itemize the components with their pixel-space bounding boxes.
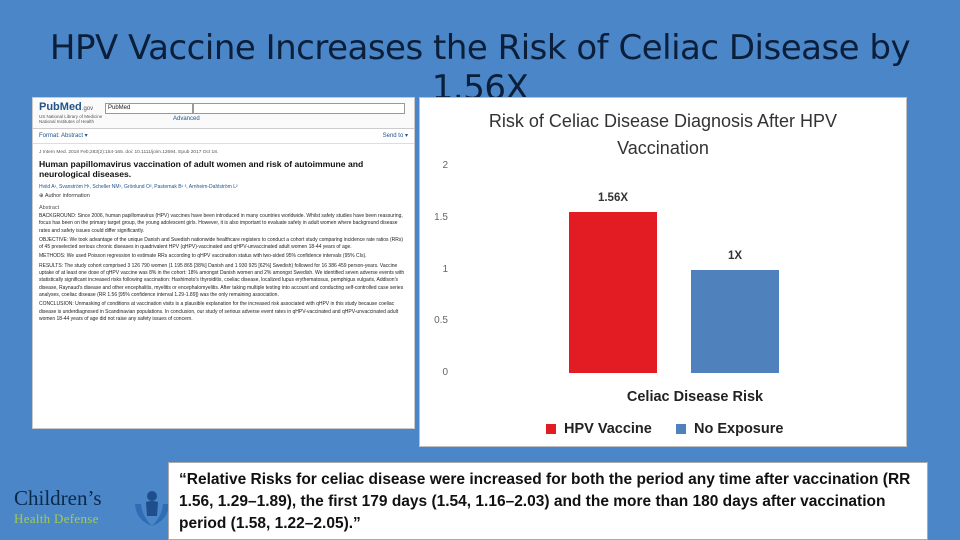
authors[interactable]: Hviid A¹, Svanström H¹, Scheller NM¹, Gr… <box>39 184 238 190</box>
search-input[interactable] <box>193 103 405 114</box>
legend-swatch <box>676 424 686 434</box>
y-tick-label: 0 <box>442 367 448 378</box>
bar-no-exposure <box>691 269 779 373</box>
childrens-health-defense-logo: Children’s Health Defense <box>14 486 169 536</box>
pubmed-logo: PubMed.gov <box>39 101 93 113</box>
y-tick-label: 0.5 <box>434 315 448 327</box>
citation: J Intern Med. 2018 Feb;283(2):154-165. d… <box>39 150 219 155</box>
y-tick-label: 1 <box>442 263 448 275</box>
abstract-methods: METHODS: We used Poisson regression to e… <box>39 253 367 260</box>
abstract-label: Abstract <box>39 205 60 211</box>
logo-line1: Children’s <box>14 486 102 510</box>
legend-item-no-exposure: No Exposure <box>676 419 783 439</box>
format-bar: Format: Abstract ▾ Send to ▾ <box>33 129 414 144</box>
abstract-body: J Intern Med. 2018 Feb;283(2):154-165. d… <box>33 144 414 326</box>
abstract-objective: OBJECTIVE: We took advantage of the uniq… <box>39 236 403 251</box>
legend-swatch <box>546 424 556 434</box>
logo-line2: Health Defense <box>14 511 99 526</box>
bar-hpv-vaccine <box>569 211 657 373</box>
format-dropdown[interactable]: Format: Abstract ▾ <box>39 133 88 139</box>
abstract-background: BACKGROUND: Since 2006, human papillomav… <box>39 213 403 234</box>
abstract-conclusion: CONCLUSION: Unmasking of conditions at v… <box>39 301 399 322</box>
data-label-hpv-vaccine: 1.56X <box>597 191 629 204</box>
send-to-dropdown[interactable]: Send to ▾ <box>382 133 408 139</box>
study-quote: “Relative Risks for celiac disease were … <box>168 462 928 540</box>
advanced-link[interactable]: Advanced <box>173 116 200 122</box>
pubmed-sub-line2: National Institutes of Health <box>39 119 95 124</box>
pubmed-logo-gov: .gov <box>81 106 94 112</box>
legend-label: No Exposure <box>694 421 784 437</box>
pubmed-header: PubMed.gov US National Library of Medici… <box>33 98 414 129</box>
article-title: Human papillomavirus vaccination of adul… <box>39 159 364 179</box>
hands-child-icon <box>135 491 169 526</box>
slide-title: HPV Vaccine Increases the Risk of Celiac… <box>49 28 911 108</box>
y-tick-label: 1.5 <box>434 211 448 223</box>
author-information-toggle[interactable]: ⊕ Author information <box>39 193 90 199</box>
y-tick-label: 2 <box>442 160 448 171</box>
x-category-label: Celiac Disease Risk <box>626 389 764 405</box>
database-select[interactable]: PubMed <box>105 103 193 114</box>
chart-panel: Risk of Celiac Disease Diagnosis After H… <box>419 97 907 447</box>
pubmed-abstract-panel: PubMed.gov US National Library of Medici… <box>32 97 415 429</box>
legend-item-hpv-vaccine: HPV Vaccine <box>546 419 652 439</box>
chart-title: Risk of Celiac Disease Diagnosis After H… <box>488 111 838 158</box>
pubmed-logo-text: PubMed <box>39 101 82 113</box>
legend-label: HPV Vaccine <box>564 421 652 437</box>
abstract-results: RESULTS: The study cohort comprised 3 12… <box>39 262 405 298</box>
pubmed-subtitle: US National Library of Medicine National… <box>39 114 102 124</box>
data-label-no-exposure: 1X <box>727 249 743 262</box>
pubmed-sub-line1: US National Library of Medicine <box>39 114 103 119</box>
